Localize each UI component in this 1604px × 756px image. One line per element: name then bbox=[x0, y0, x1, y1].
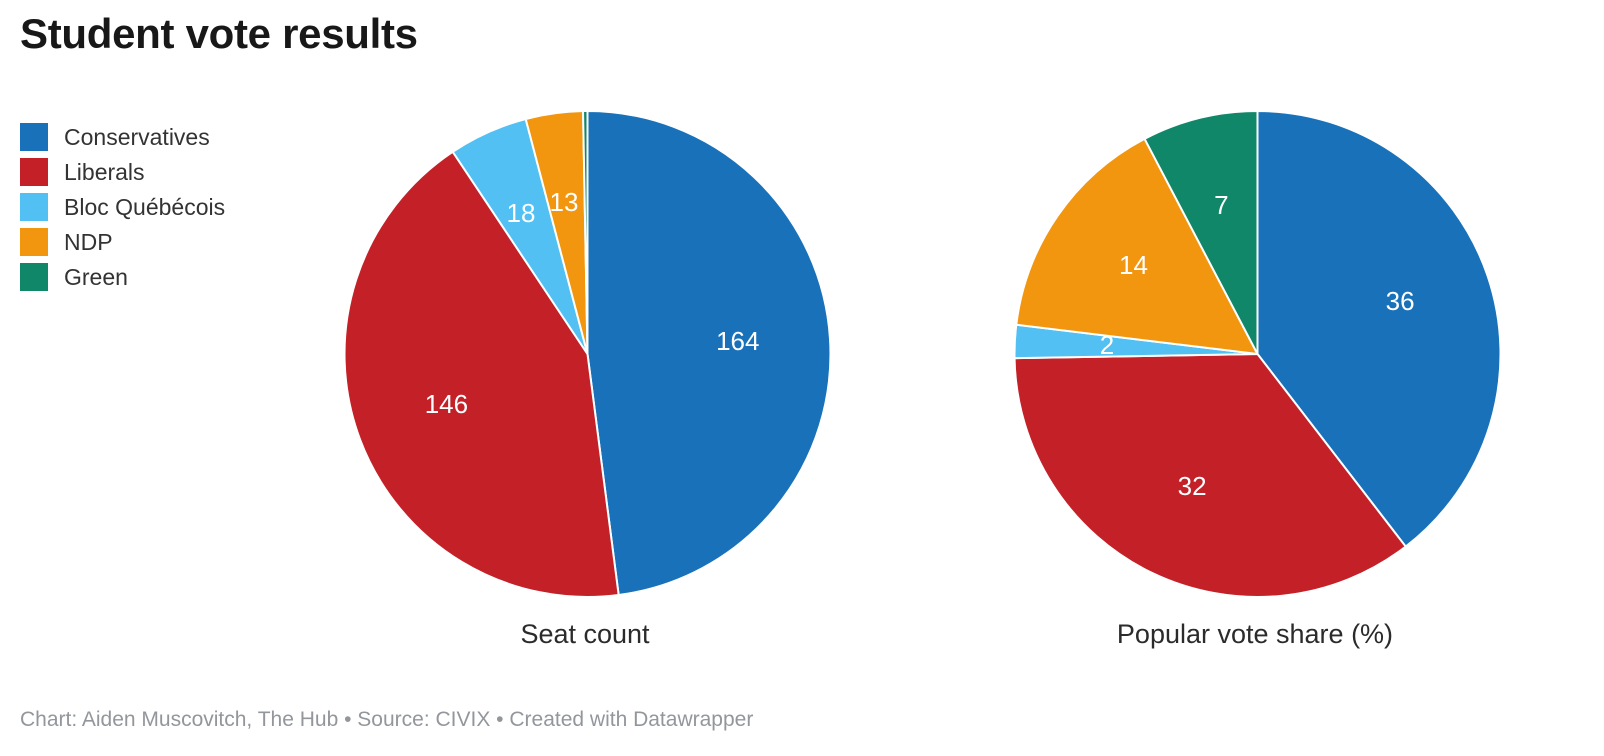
svg-text:13: 13 bbox=[550, 187, 579, 217]
svg-text:7: 7 bbox=[1214, 190, 1228, 220]
svg-text:18: 18 bbox=[507, 198, 536, 228]
svg-text:36: 36 bbox=[1386, 286, 1415, 316]
svg-text:164: 164 bbox=[716, 326, 759, 356]
svg-text:32: 32 bbox=[1178, 471, 1207, 501]
svg-text:14: 14 bbox=[1119, 250, 1148, 280]
svg-text:2: 2 bbox=[1100, 330, 1114, 360]
svg-text:146: 146 bbox=[425, 389, 468, 419]
